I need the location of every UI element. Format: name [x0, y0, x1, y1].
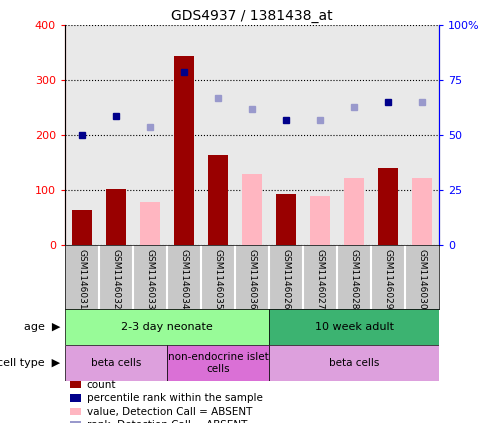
Bar — [405, 25, 439, 245]
Text: count: count — [87, 379, 116, 390]
Text: cell type  ▶: cell type ▶ — [0, 358, 60, 368]
Text: GSM1146034: GSM1146034 — [180, 249, 189, 309]
Text: rank, Detection Call = ABSENT: rank, Detection Call = ABSENT — [87, 420, 247, 423]
Bar — [310, 196, 330, 245]
Bar — [174, 56, 194, 245]
Text: beta cells: beta cells — [329, 358, 379, 368]
Text: GSM1146028: GSM1146028 — [350, 249, 359, 309]
Bar — [133, 25, 167, 245]
Bar — [106, 189, 126, 245]
Bar — [378, 168, 398, 245]
Text: value, Detection Call = ABSENT: value, Detection Call = ABSENT — [87, 407, 252, 417]
Text: 10 week adult: 10 week adult — [314, 322, 394, 332]
Bar — [65, 25, 99, 245]
Bar — [269, 25, 303, 245]
Bar — [337, 25, 371, 245]
Text: GSM1146036: GSM1146036 — [248, 249, 256, 309]
Text: 2-3 day neonate: 2-3 day neonate — [121, 322, 213, 332]
Text: GSM1146026: GSM1146026 — [281, 249, 290, 309]
Bar — [269, 309, 439, 345]
Bar — [65, 345, 167, 381]
Bar — [371, 25, 405, 245]
Text: GSM1146033: GSM1146033 — [145, 249, 154, 309]
Bar — [344, 178, 364, 245]
Bar — [303, 25, 337, 245]
Bar — [276, 194, 296, 245]
Bar — [65, 309, 269, 345]
Bar — [167, 25, 201, 245]
Bar — [235, 25, 269, 245]
Text: beta cells: beta cells — [91, 358, 141, 368]
Bar — [72, 210, 92, 245]
Text: GSM1146031: GSM1146031 — [77, 249, 86, 309]
Text: age  ▶: age ▶ — [23, 322, 60, 332]
Bar — [167, 345, 269, 381]
Text: percentile rank within the sample: percentile rank within the sample — [87, 393, 262, 403]
Text: GSM1146029: GSM1146029 — [384, 249, 393, 309]
Text: GSM1146030: GSM1146030 — [418, 249, 427, 309]
Bar — [99, 25, 133, 245]
Text: GSM1146032: GSM1146032 — [111, 249, 120, 309]
Text: non-endocrine islet
cells: non-endocrine islet cells — [168, 352, 268, 374]
Bar — [208, 155, 228, 245]
Bar — [242, 174, 262, 245]
Bar — [201, 25, 235, 245]
Bar — [140, 203, 160, 245]
Title: GDS4937 / 1381438_at: GDS4937 / 1381438_at — [171, 9, 333, 23]
Text: GSM1146035: GSM1146035 — [214, 249, 223, 309]
Text: GSM1146027: GSM1146027 — [315, 249, 324, 309]
Bar — [269, 345, 439, 381]
Bar — [412, 178, 432, 245]
